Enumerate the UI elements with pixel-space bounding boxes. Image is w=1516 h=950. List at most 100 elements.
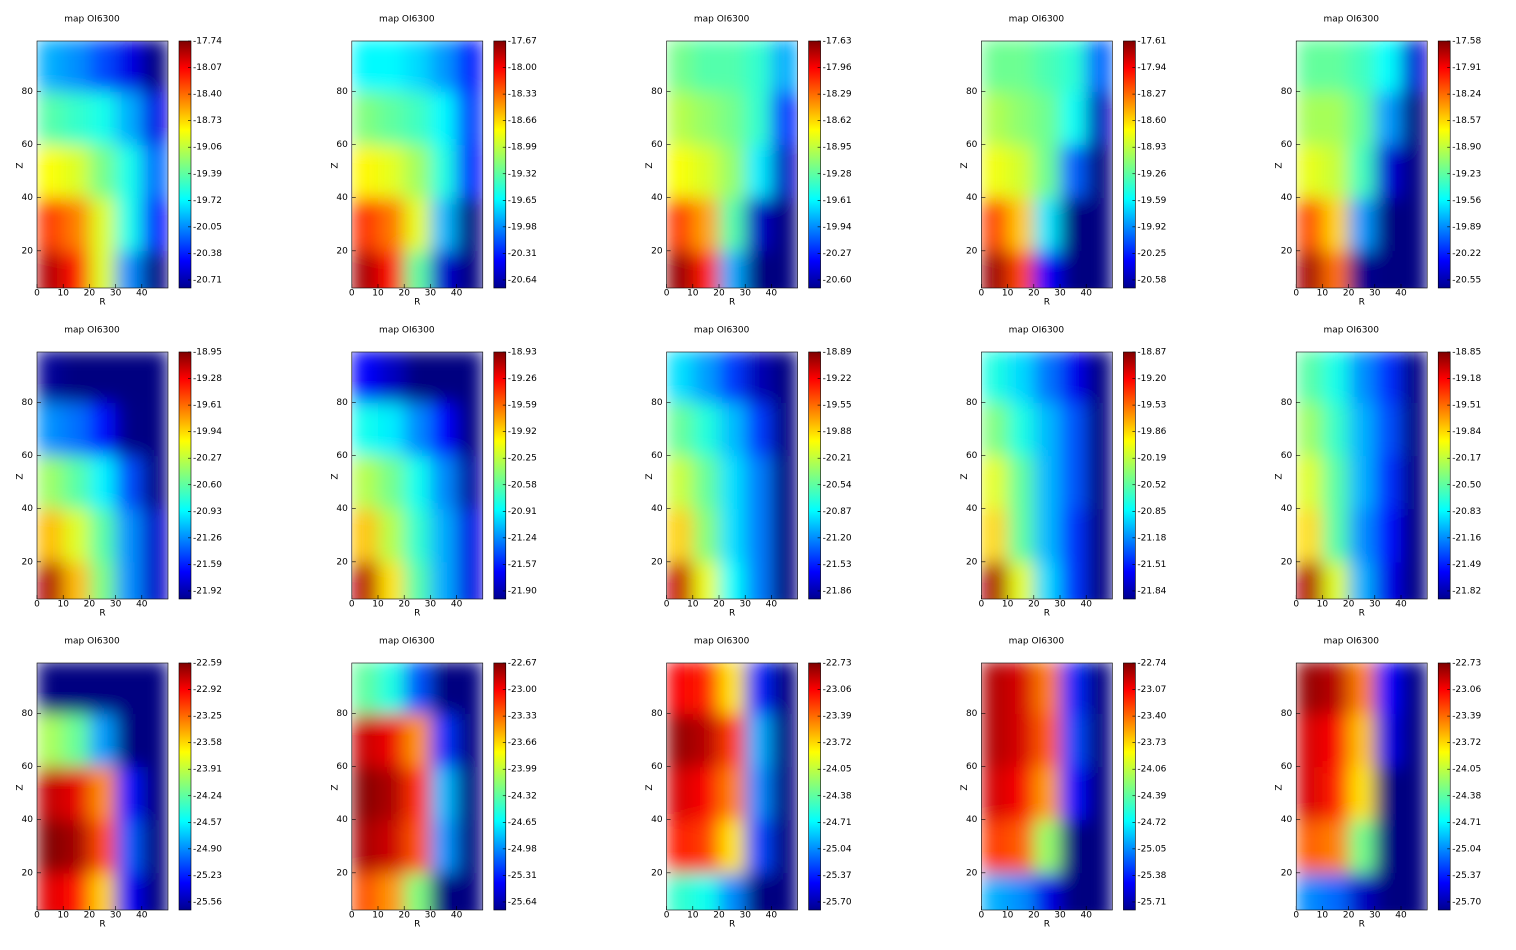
heat-cell [141, 402, 168, 457]
heat-cell [378, 197, 405, 252]
plot-area [666, 663, 798, 910]
heat-cell [1007, 41, 1035, 92]
heat-cell [1348, 250, 1376, 288]
colorbar-tick-label: -19.28 [823, 169, 852, 179]
heat-cell [89, 663, 117, 714]
x-tick-label: 30 [1054, 911, 1066, 921]
heat-cell [666, 144, 694, 199]
heat-cell [666, 455, 694, 510]
colorbar-tick-label: -20.85 [1137, 507, 1166, 517]
heat-cell [378, 144, 405, 199]
heat-cell [89, 872, 117, 910]
x-tick-label: 30 [425, 289, 437, 299]
colorbar-tick-label: -18.60 [1137, 116, 1166, 126]
heat-cell [351, 144, 379, 199]
y-tick-label: 20 [336, 246, 348, 256]
colorbar-tick-label: -21.18 [1137, 533, 1166, 543]
colorbar-tick-label: -19.51 [1452, 401, 1481, 411]
heat-cell [1348, 508, 1376, 563]
heat-cell [719, 41, 746, 92]
colorbar [1437, 351, 1451, 600]
x-tick-label: 30 [1369, 911, 1381, 921]
heat-cell [1296, 144, 1323, 199]
colorbar [808, 351, 821, 600]
colorbar-tick-label: -23.06 [823, 685, 852, 695]
colorbar-tick-label: -20.27 [823, 249, 852, 259]
colorbar [1123, 662, 1136, 911]
heat-cell [378, 41, 405, 92]
colorbar-tick-label: -19.59 [508, 401, 537, 411]
colorbar-tick-label: -18.95 [823, 143, 852, 153]
heat-cell [692, 455, 720, 510]
colorbar-tick-label: -25.04 [1452, 844, 1481, 854]
heat-cell [1322, 197, 1350, 252]
heat-cell [378, 508, 405, 563]
colorbar-tick-label: -21.24 [508, 533, 537, 543]
heatmap [351, 41, 483, 288]
colorbar-tick-label: -19.59 [1137, 196, 1166, 206]
heat-cell [981, 91, 1009, 146]
heat-cell [1007, 819, 1035, 874]
colorbar-tick-label: -19.86 [1137, 427, 1166, 437]
heat-cell [1322, 663, 1350, 714]
heat-cell [430, 872, 458, 910]
y-tick-label: 20 [966, 557, 978, 567]
x-tick-label: 10 [1317, 911, 1329, 921]
heat-cell [1007, 561, 1035, 599]
heat-cell [719, 872, 746, 910]
heat-cell [141, 819, 168, 874]
colorbar-tick-label: -19.98 [508, 222, 537, 232]
y-tick-label: 20 [22, 246, 34, 256]
heat-cell [378, 352, 405, 403]
x-tick-label: 40 [136, 911, 148, 921]
heat-cell [430, 663, 458, 714]
x-tick-label: 40 [451, 289, 463, 299]
heat-cell [430, 144, 458, 199]
y-tick-label: 40 [22, 193, 34, 203]
heat-cell [771, 352, 798, 403]
y-tick-label: 80 [1281, 398, 1293, 408]
x-axis-label: R [414, 609, 420, 619]
colorbar-tick-label: -18.40 [193, 90, 222, 100]
colorbar-tick-label: -24.98 [508, 844, 537, 854]
heatmap [981, 352, 1113, 599]
heat-cell [666, 561, 694, 599]
heat-cell [719, 663, 746, 714]
x-tick-label: 30 [739, 911, 751, 921]
colorbar-tick-label: -25.23 [193, 871, 222, 881]
colorbar-tick-label: -19.56 [1452, 196, 1481, 206]
heat-cell [771, 402, 798, 457]
y-axis-label: Z [645, 473, 655, 479]
heat-cell [1374, 766, 1402, 821]
colorbar-tick-label: -18.66 [508, 116, 537, 126]
panel: map OI6300 0 10 20 30 40 20 40 60 80 R Z -18.87 -19.2… [960, 326, 1167, 619]
colorbar-tick-label: -19.28 [193, 374, 222, 384]
heat-cell [115, 766, 143, 821]
plot-area [37, 352, 168, 599]
heat-cell [63, 455, 90, 510]
axes-frame [1295, 40, 1428, 289]
heat-cell [692, 352, 720, 403]
x-axis-label: R [414, 298, 420, 308]
y-tick-label: 80 [336, 398, 348, 408]
heat-cell [37, 250, 64, 288]
heat-cell [63, 144, 90, 199]
heat-cell [719, 352, 746, 403]
colorbar-tick-label: -23.72 [823, 738, 852, 748]
heat-cell [115, 197, 143, 252]
colorbar-tick-label: -18.33 [508, 90, 537, 100]
heat-cell [771, 872, 798, 910]
heat-cell [1401, 455, 1428, 510]
heat-cell [456, 197, 483, 252]
heat-cell [719, 766, 746, 821]
heat-cell [115, 352, 143, 403]
y-tick-label: 80 [22, 87, 34, 97]
colorbar-tick-label: -23.40 [1137, 712, 1166, 722]
heat-cell [692, 91, 720, 146]
heatmap [1296, 663, 1428, 910]
heat-cell [141, 508, 168, 563]
heat-cell [771, 197, 798, 252]
heat-cell [404, 663, 431, 714]
heat-cell [719, 402, 746, 457]
y-tick-label: 40 [336, 193, 348, 203]
